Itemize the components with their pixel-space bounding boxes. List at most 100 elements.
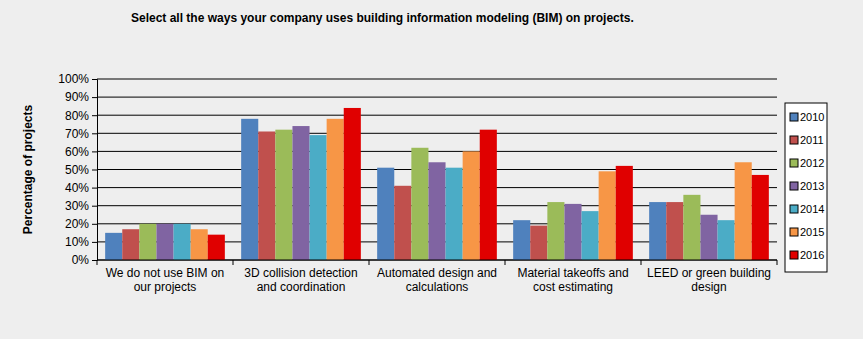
grid-line: [97, 79, 777, 80]
legend-label: 2016: [800, 249, 824, 261]
bar: [327, 119, 344, 260]
bar: [616, 166, 633, 260]
y-tick: 40%: [65, 181, 97, 195]
y-tick-mark: [92, 79, 97, 80]
bar: [547, 202, 564, 260]
grid-line: [97, 97, 777, 98]
y-tick-label: 20%: [65, 217, 89, 231]
bar: [683, 195, 700, 260]
series: [191, 119, 752, 260]
x-tick-label: Material takeoffs andcost estimating: [517, 266, 628, 294]
y-tick: 20%: [65, 217, 97, 231]
series: [105, 119, 666, 260]
y-tick-mark: [92, 170, 97, 171]
series: [174, 135, 735, 260]
y-tick-label: 30%: [65, 199, 89, 213]
bar: [735, 162, 752, 260]
legend-swatch: [790, 251, 798, 259]
legend: 2010 2011 2012 2013 2014 2015 2016: [785, 103, 827, 272]
legend-label: 2014: [800, 203, 824, 215]
grid-line: [97, 133, 777, 134]
y-tick-label: 0%: [72, 253, 90, 267]
bar: [428, 162, 445, 260]
y-tick: 70%: [65, 127, 97, 141]
x-axis-line: [97, 260, 777, 261]
y-tick-label: 10%: [65, 235, 89, 249]
x-separator: [369, 260, 370, 265]
bar: [582, 211, 599, 260]
legend-label: 2011: [800, 134, 824, 146]
y-tick-mark: [92, 188, 97, 189]
bar: [564, 204, 581, 260]
legend-label: 2015: [800, 226, 824, 238]
x-tick-label: Automated design andcalculations: [377, 266, 497, 294]
bar: [513, 220, 530, 260]
x-separator: [233, 260, 234, 265]
y-tick-mark: [92, 260, 97, 261]
y-tick: 60%: [65, 145, 97, 159]
bar: [599, 171, 616, 260]
y-tick: 90%: [65, 90, 97, 104]
y-tick: 0%: [72, 253, 97, 267]
series: [156, 126, 717, 260]
legend-label: 2012: [800, 157, 824, 169]
x-separator: [777, 260, 778, 265]
x-separator: [97, 260, 98, 265]
series: [208, 108, 769, 260]
y-tick-mark: [92, 133, 97, 134]
legend-label: 2010: [800, 111, 824, 123]
legend-box: [785, 103, 827, 272]
y-tick-label: 70%: [65, 127, 89, 141]
bar: [718, 220, 735, 260]
x-tick-label: LEED or green buildingdesign: [647, 266, 771, 294]
bar: [174, 224, 191, 260]
y-tick-mark: [92, 151, 97, 152]
plot: 0% 10% 20% 30% 40% 50% 60% 70% 80% 90% 100% We do n…: [58, 72, 777, 294]
y-tick: 30%: [65, 199, 97, 213]
legend-swatch: [790, 228, 798, 236]
chart: Select all the ways your company uses bu…: [0, 0, 863, 339]
y-axis-title: Percentage of projects: [21, 104, 35, 234]
bar: [275, 130, 292, 260]
bar: [666, 202, 683, 260]
y-tick: 100%: [58, 72, 97, 86]
bar: [258, 131, 275, 260]
grid-line: [97, 151, 777, 152]
bar: [700, 215, 717, 260]
legend-swatch: [790, 159, 798, 167]
bar: [480, 130, 497, 260]
y-tick: 80%: [65, 109, 97, 123]
bar: [310, 135, 327, 260]
bar: [191, 229, 208, 260]
legend-label: 2013: [800, 180, 824, 192]
grid-line: [97, 115, 777, 116]
y-tick-label: 40%: [65, 181, 89, 195]
x-tick-label: 3D collision detectionand coordination: [244, 266, 357, 294]
y-tick: 10%: [65, 235, 97, 249]
bar: [344, 108, 361, 260]
bar: [394, 186, 411, 260]
y-tick-mark: [92, 206, 97, 207]
grid: [97, 79, 777, 260]
y-tick-mark: [92, 97, 97, 98]
grid-line: [97, 260, 777, 261]
bar: [208, 235, 225, 260]
series: [122, 131, 683, 260]
bar: [530, 226, 547, 260]
x-separator: [641, 260, 642, 265]
y-axis-line: [92, 80, 98, 261]
x-tick-label: We do not use BIM onour projects: [106, 266, 225, 294]
bars: [105, 108, 769, 260]
bar: [292, 126, 309, 260]
y-tick: 50%: [65, 163, 97, 177]
bar: [446, 168, 463, 260]
bar: [139, 224, 156, 260]
y-tick-label: 60%: [65, 145, 89, 159]
y-axis: 0% 10% 20% 30% 40% 50% 60% 70% 80% 90% 100%: [58, 72, 97, 267]
y-tick-mark: [92, 242, 97, 243]
bar: [649, 202, 666, 260]
legend-swatch: [790, 205, 798, 213]
y-tick-label: 100%: [58, 72, 89, 86]
legend-swatch: [790, 136, 798, 144]
x-axis: We do not use BIM onour projects 3D colli…: [97, 260, 777, 294]
